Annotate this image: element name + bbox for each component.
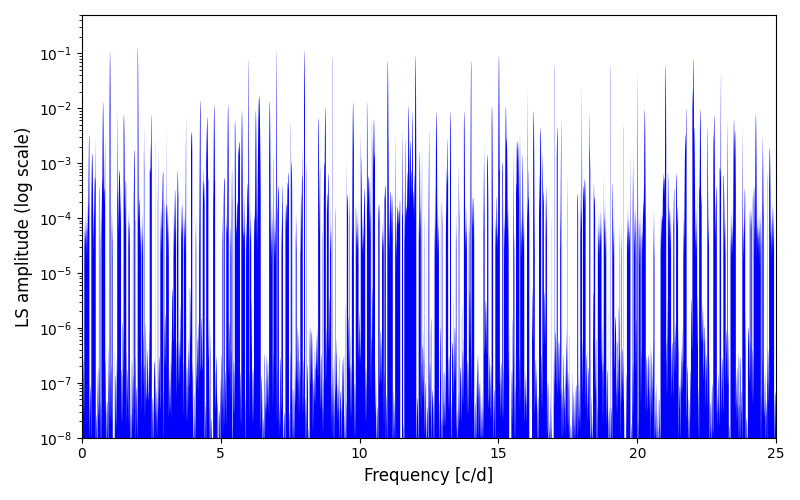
X-axis label: Frequency [c/d]: Frequency [c/d]: [364, 467, 494, 485]
Y-axis label: LS amplitude (log scale): LS amplitude (log scale): [15, 126, 33, 326]
